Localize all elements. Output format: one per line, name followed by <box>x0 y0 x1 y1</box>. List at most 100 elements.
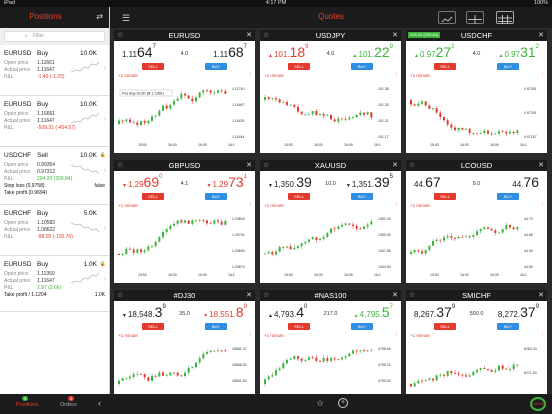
close-icon[interactable]: ✕ <box>392 162 398 169</box>
chart-layout-icon[interactable] <box>438 11 456 24</box>
star-icon[interactable]: ☆ <box>409 292 416 299</box>
menu-icon[interactable]: ☰ <box>122 13 131 23</box>
timeframe-label[interactable]: +1 minute <box>264 333 284 338</box>
position-item[interactable]: EURUSD Buy 1.0K Open price 1.11350 Actual pri… <box>0 256 109 312</box>
bid-price[interactable]: 44.67 <box>414 174 441 190</box>
timeframe-label[interactable]: +1 minute <box>118 203 138 208</box>
price-chart[interactable]: 1.11740 1.11667 1.11625 1.11644 15:53 16:00 16… <box>114 80 255 153</box>
candle-body <box>413 250 416 253</box>
star-icon[interactable]: ☆ <box>117 162 124 169</box>
sell-button[interactable]: SELL <box>142 193 164 200</box>
candlestick-icon[interactable]: ⫶ <box>395 72 397 78</box>
star-icon[interactable]: ☆ <box>409 162 416 169</box>
chevron-right-icon[interactable]: › <box>103 225 106 232</box>
buy-button[interactable]: BUY <box>497 193 519 200</box>
ask-price[interactable]: ▼18,551.89 <box>203 304 247 320</box>
price-chart[interactable]: 44.73 44.68 44.54 44.50 15:53 16:00 16:09 16:1 <box>406 210 547 283</box>
tab-orders[interactable]: Orders <box>60 402 77 408</box>
sell-button[interactable]: SELL <box>142 63 164 70</box>
star-icon[interactable]: ☆ <box>117 32 124 39</box>
price-chart[interactable]: 101.38 101.30 101.21 101.17 15:53 16:00 16:09 1… <box>260 80 401 153</box>
price-chart[interactable]: 1352.20 1350.90 1347.55 1344.90 15:53 16:00 16… <box>260 210 401 283</box>
candlestick-icon[interactable]: ⫶ <box>541 202 543 208</box>
buy-button[interactable]: BUY <box>497 323 519 330</box>
swap-icon[interactable]: ⇄ <box>96 12 103 21</box>
bid-price[interactable]: 1.11647 <box>122 44 156 60</box>
close-icon[interactable]: ✕ <box>538 292 544 299</box>
ask-price[interactable]: ▼1.29731 <box>207 174 247 190</box>
ask-price[interactable]: ▲4,795.57 <box>354 304 393 320</box>
candlestick-icon[interactable]: ⫶ <box>541 72 543 78</box>
star-icon[interactable]: ☆ <box>117 292 124 299</box>
candle-body <box>300 111 303 115</box>
buy-button[interactable]: BUY <box>351 323 373 330</box>
close-icon[interactable]: ✕ <box>538 32 544 39</box>
bid-price[interactable]: ▲0.97272 <box>414 44 454 60</box>
ask-price[interactable]: 8,272.379 <box>498 304 539 320</box>
timeframe-label[interactable]: +1 minute <box>264 203 284 208</box>
buy-button[interactable]: BUY <box>205 323 227 330</box>
sell-button[interactable]: SELL <box>288 193 310 200</box>
close-icon[interactable]: ✕ <box>246 292 252 299</box>
bid-price[interactable]: ▲4,793.40 <box>268 304 307 320</box>
position-item[interactable]: USDCHF Sell 10.0K Open price 0.99354 Actual p… <box>0 147 109 205</box>
candlestick-icon[interactable]: ⫶ <box>395 202 397 208</box>
position-item[interactable]: EURCHF Buy 5.0K Open price 1.10583 Actual pri… <box>0 205 109 256</box>
chevron-left-icon[interactable]: ‹ <box>98 398 101 408</box>
sell-button[interactable]: SELL <box>288 323 310 330</box>
add-icon[interactable]: + <box>338 398 348 408</box>
candlestick-icon[interactable]: ⫶ <box>395 332 397 338</box>
star-icon[interactable]: ☆ <box>263 162 270 169</box>
timeframe-label[interactable]: +1 minute <box>410 333 430 338</box>
buy-button[interactable]: BUY <box>205 63 227 70</box>
ask-price[interactable]: ▼1,351.395 <box>346 174 393 190</box>
buy-button[interactable]: BUY <box>351 63 373 70</box>
chevron-right-icon[interactable]: › <box>103 65 106 72</box>
price-chart[interactable]: 0.97381 0.97291 0.97157 15:53 16:00 16:09 16:1 <box>406 80 547 153</box>
bid-price[interactable]: ▼18,548.39 <box>122 304 166 320</box>
timeframe-label[interactable]: +1 minute <box>118 73 138 78</box>
sell-button[interactable]: SELL <box>434 193 456 200</box>
close-icon[interactable]: ✕ <box>392 292 398 299</box>
position-item[interactable]: EURUSD Buy 10.0K Open price 1.11661 Actual pr… <box>0 45 109 96</box>
bid-price[interactable]: ▲101.189 <box>268 44 308 60</box>
timeframe-label[interactable]: +1 minute <box>410 73 430 78</box>
sell-button[interactable]: SELL <box>434 323 456 330</box>
buy-button[interactable]: BUY <box>205 193 227 200</box>
candlestick-icon[interactable]: ⫶ <box>249 72 251 78</box>
grid-2x2-layout-icon[interactable] <box>466 11 484 24</box>
bid-price[interactable]: ▼1,350.39 <box>268 174 312 190</box>
timeframe-label[interactable]: +1 minute <box>410 203 430 208</box>
chevron-right-icon[interactable]: › <box>103 167 106 174</box>
filter-input[interactable]: ⌕ Filter <box>4 31 105 42</box>
candlestick-icon[interactable]: ⫶ <box>541 332 543 338</box>
candlestick-icon[interactable]: ⫶ <box>249 202 251 208</box>
bid-price[interactable]: ▼1.29690 <box>122 174 162 190</box>
position-item[interactable]: EURUSD Buy 10.0K Open price 1.16661 Actual pr… <box>0 96 109 147</box>
chevron-right-icon[interactable]: › <box>103 116 106 123</box>
candlestick-icon[interactable]: ⫶ <box>249 332 251 338</box>
star-icon[interactable]: ☆ <box>316 398 325 408</box>
close-icon[interactable]: ✕ <box>538 162 544 169</box>
timeframe-label[interactable]: +1 minute <box>264 73 284 78</box>
close-icon[interactable]: ✕ <box>246 162 252 169</box>
sell-button[interactable]: SELL <box>434 63 456 70</box>
ask-price[interactable]: ▲0.97312 <box>499 44 539 60</box>
bid-price[interactable]: 8,267.379 <box>414 304 455 320</box>
sell-button[interactable]: SELL <box>288 63 310 70</box>
buy-button[interactable]: BUY <box>497 63 519 70</box>
price-chart[interactable]: 1.29843 1.29791 1.29690 1.29670 15:53 16:00 16… <box>114 210 255 283</box>
buy-button[interactable]: BUY <box>351 193 373 200</box>
ask-price[interactable]: 44.76 <box>512 174 539 190</box>
star-icon[interactable]: ☆ <box>263 292 270 299</box>
close-icon[interactable]: ✕ <box>392 32 398 39</box>
grid-3x3-layout-icon[interactable] <box>496 11 514 24</box>
close-icon[interactable]: ✕ <box>246 32 252 39</box>
timeframe-label[interactable]: +1 minute <box>118 333 138 338</box>
sell-button[interactable]: SELL <box>142 323 164 330</box>
ask-price[interactable]: ▲101.229 <box>353 44 393 60</box>
star-icon[interactable]: ☆ <box>263 32 270 39</box>
chevron-right-icon[interactable]: › <box>103 276 106 283</box>
tab-positions[interactable]: Positions <box>16 402 39 408</box>
ask-price[interactable]: 1.11687 <box>213 44 247 60</box>
